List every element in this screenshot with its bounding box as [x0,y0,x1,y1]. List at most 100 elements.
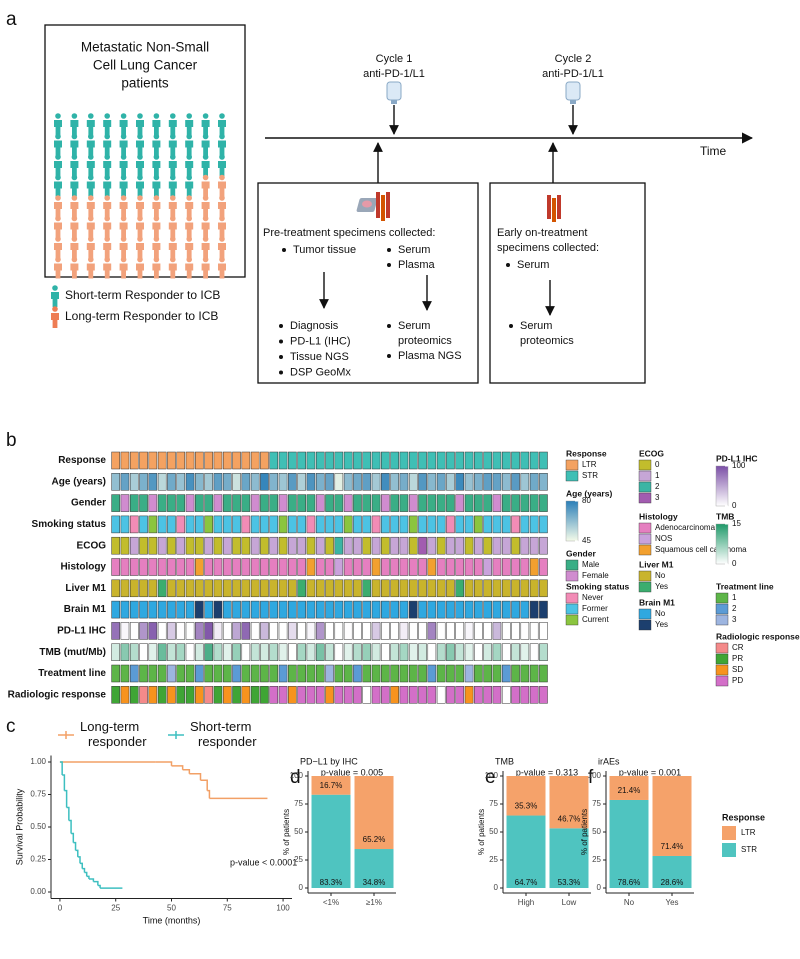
y-tick-label: 75 [592,799,601,808]
x-tick-label: 0 [58,904,63,913]
heatmap-cell [427,536,437,555]
heatmap-cell [315,643,325,661]
survival-step [73,841,77,851]
cohort-box [44,24,246,278]
person-body [51,292,59,307]
heatmap-cell [167,664,176,683]
person-head [186,174,192,181]
heatmap-cell [408,515,418,534]
person-body [86,243,95,258]
heatmap-cell [399,643,409,661]
y-axis-label: % of patients [580,809,589,855]
person-head [219,195,225,201]
heatmap-cell [362,643,372,661]
legend-label: No [655,609,666,618]
heatmap-cell [427,686,437,704]
heatmap-cell [278,579,288,598]
heatmap-cell [250,473,260,491]
heatmap-cell [483,536,492,555]
cohort-title: Metastatic Non-Small [81,40,209,55]
person-body [86,140,95,156]
heatmap-cell [139,686,148,704]
heatmap-cell [250,664,260,683]
heatmap-cell [539,473,548,491]
person-body [103,181,112,197]
person-head [55,113,61,119]
heatmap-cell [464,664,474,683]
heatmap-cell [306,473,316,491]
heatmap-cell [250,558,260,576]
heatmap-cell [176,451,186,470]
heatmap-cell [334,622,344,640]
legend-label: Adenocarcinoma [655,523,716,532]
row-label: Smoking status [32,519,107,530]
heatmap-cell [260,664,269,683]
legend-swatch [565,559,579,571]
person-head [137,236,143,242]
heatmap-cell [315,579,325,598]
heatmap-cell [250,536,260,555]
heatmap-cell [129,600,139,619]
heatmap-cell [111,558,120,576]
heatmap-cell [483,686,492,704]
heatmap-cell [399,600,409,619]
heatmap-cell [167,558,176,576]
person-head [88,256,94,263]
heatmap-cell [501,558,511,576]
person-head [55,236,61,242]
heatmap-cell [511,579,520,598]
heatmap-cell [325,473,334,491]
legend-label: Yes [655,582,668,591]
heatmap-cell [408,643,418,661]
heatmap-cell [148,536,158,555]
heatmap-cell [157,558,167,576]
heatmap-cell [129,579,139,598]
heatmap-cell [520,579,530,598]
heatmap-cell [222,494,232,512]
heatmap-cell [427,515,437,534]
legend-tick-label: 80 [582,496,591,505]
person-body [201,202,210,217]
heatmap-cell [250,515,260,534]
heatmap-cell [269,600,279,619]
heatmap-cell [260,536,269,555]
person-body [70,161,79,176]
legend-swatch [638,459,652,471]
patient-icons [54,113,226,279]
heatmap-cell [353,451,362,470]
heatmap-cell [157,664,167,683]
person-head [137,133,143,140]
heatmap-cell [511,622,520,640]
person-head [202,174,209,181]
heatmap-cell [501,473,511,491]
heatmap-cell [260,643,269,661]
heatmap-cell [362,664,372,683]
bar-segment [652,855,692,888]
heatmap-cell [520,473,530,491]
person-body [54,263,62,279]
legend-title: Brain M1 [639,597,675,607]
person-body [86,120,95,135]
person-body [54,243,62,258]
heatmap-cell [241,622,251,640]
heatmap-cell [111,515,120,534]
person-body [70,120,79,135]
cohort-title: Cell Lung Cancer [93,58,198,73]
heatmap-cell [474,494,483,512]
heatmap-cell [306,664,316,683]
heatmap-cell [222,600,232,619]
heatmap-cell [167,600,176,619]
heatmap-cell [129,473,139,491]
person-head [120,174,127,181]
person-body [185,140,194,156]
cycle-drug: anti-PD-1/L1 [363,68,425,80]
person-head [186,133,192,140]
heatmap-cell [334,451,344,470]
person-head [202,133,209,140]
heatmap-cell [436,536,446,555]
heatmap-cell [492,494,502,512]
heatmap-cell [260,686,269,704]
heatmap-cell [464,558,474,576]
heatmap-cell [288,536,297,555]
heatmap-cell [306,622,316,640]
